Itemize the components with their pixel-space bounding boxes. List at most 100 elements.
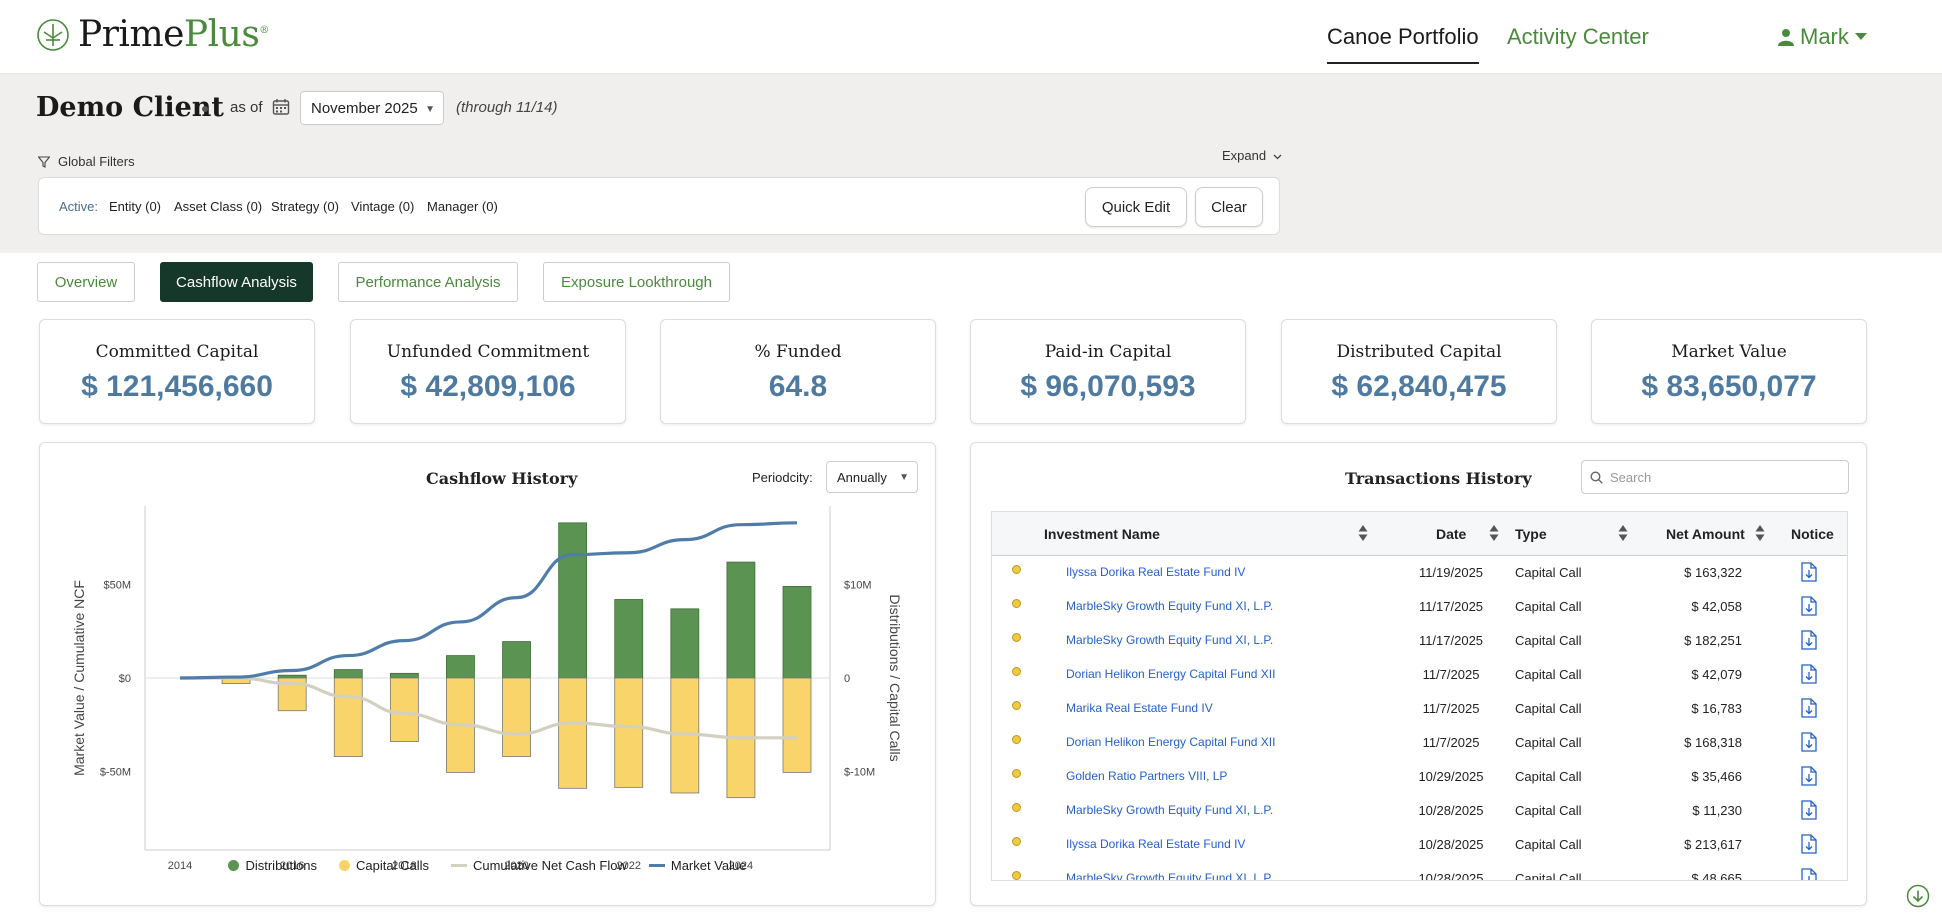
expand-filters-button[interactable]: Expand (1222, 148, 1282, 163)
col-net-amount[interactable]: Net Amount (1666, 526, 1745, 542)
investment-link[interactable]: Ilyssa Dorika Real Estate Fund IV (1066, 837, 1246, 851)
filter-vintage[interactable]: Vintage (0) (351, 199, 415, 214)
table-row[interactable]: Marika Real Estate Fund IV 11/7/2025 Capit… (992, 692, 1847, 726)
primeplus-logo[interactable]: PrimePlus® (36, 14, 269, 55)
legend-label: Distributions (245, 858, 317, 873)
kpi-value: $ 83,650,077 (1641, 370, 1817, 403)
sort-icon[interactable] (1358, 524, 1368, 542)
notice-pdf-icon[interactable] (1800, 596, 1818, 616)
investment-link[interactable]: Dorian Helikon Energy Capital Fund XII (1066, 667, 1276, 681)
col-date[interactable]: Date (1436, 526, 1467, 542)
x-tick-label: 2016 (280, 860, 304, 872)
table-row[interactable]: MarbleSky Growth Equity Fund XI, L.P. 11/… (992, 624, 1847, 658)
nav-activity-center[interactable]: Activity Center (1507, 24, 1649, 49)
table-row[interactable]: Golden Ratio Partners VIII, LP 10/29/2025… (992, 760, 1847, 794)
filter-strategy[interactable]: Strategy (0) (271, 199, 339, 214)
chevron-down-icon: ▼ (899, 472, 909, 483)
legend-distributions[interactable]: Distributions (228, 858, 317, 873)
separator-dot (202, 106, 208, 112)
tab-exposure-lookthrough[interactable]: Exposure Lookthrough (543, 262, 730, 302)
table-row[interactable]: Ilyssa Dorika Real Estate Fund IV 10/28/2… (992, 828, 1847, 862)
kpi-value: 64.8 (768, 370, 828, 403)
kpi-value: $ 42,809,106 (400, 370, 576, 403)
notice-pdf-icon[interactable] (1800, 834, 1818, 854)
filter-entity[interactable]: Entity (0) (109, 199, 162, 214)
distribution-bar (333, 669, 363, 679)
periodicity-select[interactable]: Annually ▼ (826, 461, 918, 493)
x-tick-label: 2018 (392, 860, 416, 872)
row-date: 11/19/2025 (1418, 565, 1484, 580)
col-type[interactable]: Type (1515, 526, 1547, 542)
row-net-amount: $ 11,230 (1692, 803, 1742, 818)
table-row[interactable]: MarbleSky Growth Equity Fund XI, L.P. 10/… (992, 862, 1847, 881)
notice-pdf-icon[interactable] (1800, 698, 1818, 718)
legend-market-value[interactable]: Market Value (648, 858, 747, 873)
periodicity-value: Annually (837, 470, 887, 485)
sort-icon[interactable] (1489, 524, 1499, 542)
tab-performance-analysis[interactable]: Performance Analysis (338, 262, 518, 302)
logo-icon (37, 18, 69, 51)
scroll-down-icon[interactable] (1906, 884, 1930, 908)
notice-pdf-icon[interactable] (1800, 630, 1818, 650)
table-row[interactable]: Dorian Helikon Energy Capital Fund XII 11… (992, 726, 1847, 760)
capital-call-bar (389, 677, 419, 742)
notice-pdf-icon[interactable] (1800, 562, 1818, 582)
filter-asset-class[interactable]: Asset Class (0) (174, 199, 263, 214)
notice-pdf-icon[interactable] (1800, 766, 1818, 786)
investment-link[interactable]: MarbleSky Growth Equity Fund XI, L.P. (1066, 871, 1274, 881)
tab-overview[interactable]: Overview (37, 262, 135, 302)
notice-pdf-icon[interactable] (1800, 732, 1818, 752)
capital-call-bar (614, 677, 644, 788)
row-date: 10/28/2025 (1418, 837, 1484, 852)
search-input[interactable]: Search (1581, 460, 1849, 494)
table-row[interactable]: Ilyssa Dorika Real Estate Fund IV 11/19/2… (992, 556, 1847, 590)
notice-pdf-icon[interactable] (1800, 868, 1818, 881)
right-tick-label: $10M (844, 580, 872, 592)
period-select[interactable]: November 2025 ▼ (300, 91, 444, 125)
kpi-value: $ 121,456,660 (81, 370, 273, 403)
clear-filters-button[interactable]: Clear (1195, 187, 1263, 227)
col-investment-name[interactable]: Investment Name (1044, 526, 1160, 542)
filter-manager[interactable]: Manager (0) (427, 199, 498, 214)
global-filters-toggle[interactable]: Global Filters (38, 154, 135, 169)
status-dot-icon (1012, 769, 1021, 778)
transactions-table: Investment Name Date Type Net Amount Not… (991, 511, 1848, 881)
distribution-bar (782, 585, 812, 679)
table-row[interactable]: Dorian Helikon Energy Capital Fund XII 11… (992, 658, 1847, 692)
status-dot-icon (1012, 837, 1021, 846)
notice-pdf-icon[interactable] (1800, 800, 1818, 820)
capital-call-bar (333, 677, 363, 757)
investment-link[interactable]: MarbleSky Growth Equity Fund XI, L.P. (1066, 633, 1274, 647)
capital-call-bar (502, 677, 531, 757)
legend-capital-calls[interactable]: Capital Calls (339, 858, 429, 873)
investment-link[interactable]: Golden Ratio Partners VIII, LP (1066, 769, 1228, 783)
investment-link[interactable]: MarbleSky Growth Equity Fund XI, L.P. (1066, 803, 1274, 817)
y-axis-left-title: Market Value / Cumulative NCF (71, 580, 87, 776)
kpi-label: Market Value (1671, 342, 1787, 362)
search-icon (1590, 471, 1603, 484)
table-row[interactable]: MarbleSky Growth Equity Fund XI, L.P. 11/… (992, 590, 1847, 624)
nav-canoe-portfolio[interactable]: Canoe Portfolio (1327, 24, 1479, 64)
tab-cashflow-analysis[interactable]: Cashflow Analysis (160, 262, 313, 302)
transactions-title: Transactions History (1345, 469, 1532, 488)
quick-edit-button[interactable]: Quick Edit (1085, 187, 1187, 227)
user-icon (1778, 29, 1794, 46)
row-net-amount: $ 42,058 (1691, 599, 1742, 614)
period-select-value: November 2025 (311, 100, 418, 117)
capital-call-bar (558, 677, 588, 789)
investment-link[interactable]: Marika Real Estate Fund IV (1066, 701, 1213, 715)
sort-icon[interactable] (1618, 524, 1628, 542)
market-value-line (179, 521, 798, 680)
calendar-icon[interactable] (272, 98, 290, 116)
notice-pdf-icon[interactable] (1800, 664, 1818, 684)
investment-link[interactable]: MarbleSky Growth Equity Fund XI, L.P. (1066, 599, 1274, 613)
investment-link[interactable]: Dorian Helikon Energy Capital Fund XII (1066, 735, 1276, 749)
legend-cumulative-ncf[interactable]: Cumulative Net Cash Flow (450, 858, 627, 873)
user-menu[interactable]: Mark (1778, 24, 1867, 50)
sort-icon[interactable] (1755, 524, 1765, 542)
kpi-percent-funded: % Funded 64.8 (660, 319, 936, 424)
legend-label: Cumulative Net Cash Flow (472, 858, 627, 873)
distribution-bar (614, 599, 644, 679)
table-row[interactable]: MarbleSky Growth Equity Fund XI, L.P. 10/… (992, 794, 1847, 828)
investment-link[interactable]: Ilyssa Dorika Real Estate Fund IV (1066, 565, 1246, 579)
